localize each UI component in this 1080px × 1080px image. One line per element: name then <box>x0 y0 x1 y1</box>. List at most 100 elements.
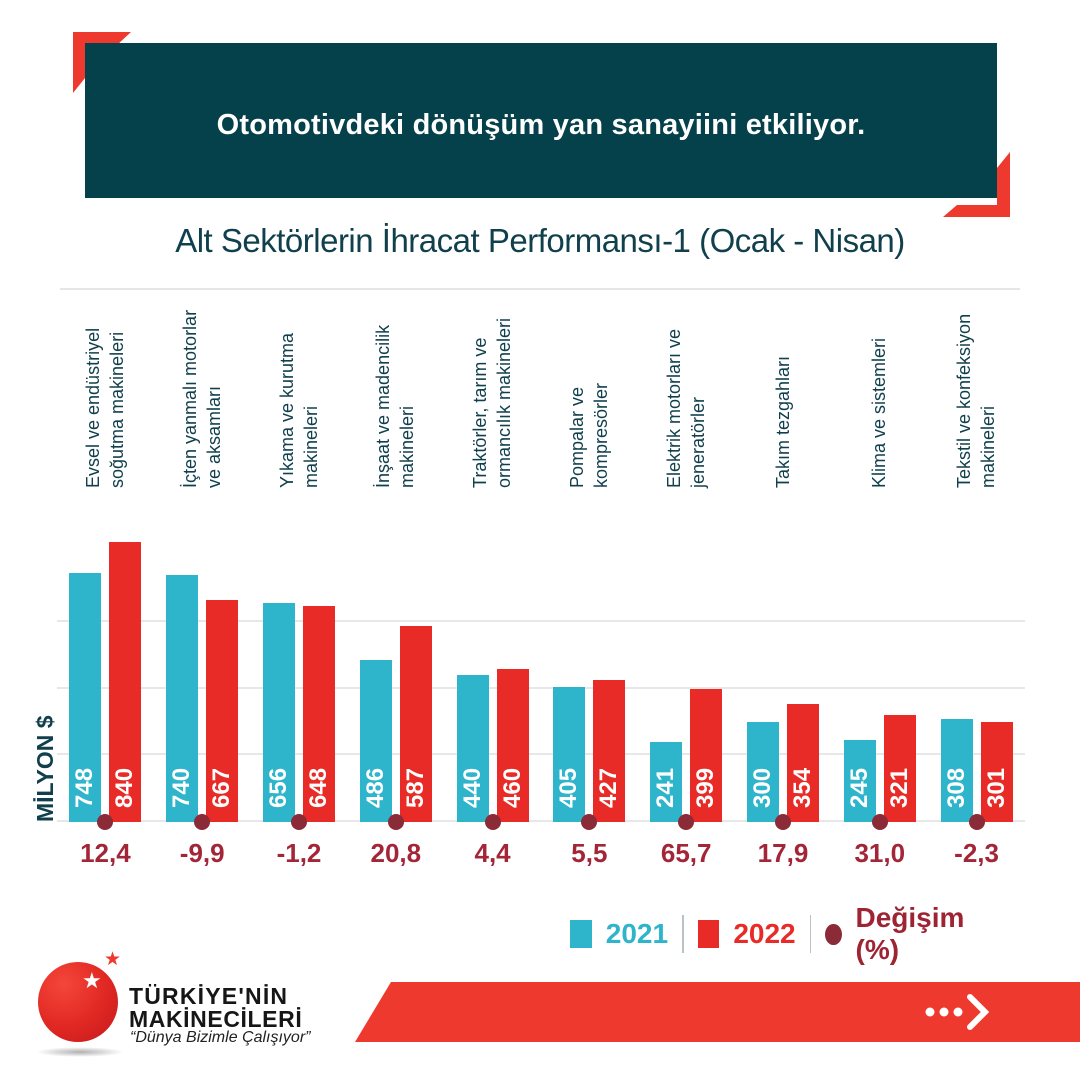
bar-value-label: 740 <box>168 767 196 808</box>
bar-2022: 648 <box>302 606 335 822</box>
legend-label-2021: 2021 <box>605 918 669 949</box>
bar-value-label: 656 <box>264 767 292 808</box>
bar-value-label: 300 <box>748 767 776 808</box>
bar-value-label: 460 <box>498 767 526 808</box>
bar-value-label: 241 <box>652 767 680 808</box>
category-label: Elektrik motorları ve jeneratörler <box>663 328 708 488</box>
change-value: 65,7 <box>660 838 712 868</box>
change-value: -1,2 <box>276 838 322 868</box>
legend-swatch-2021 <box>570 920 592 948</box>
category-label: Tekstil ve konfeksiyon makineleri <box>954 313 999 488</box>
bar-value-label: 587 <box>401 767 429 808</box>
category-label-cell: Evsel ve endüstriyel soğutma makineleri <box>57 296 154 488</box>
bar-value-label: 321 <box>885 767 913 808</box>
bar-group: 486 587 <box>347 539 444 830</box>
change-value: 31,0 <box>854 838 906 868</box>
bar-2022: 587 <box>399 626 432 822</box>
brand-logo <box>38 962 118 1042</box>
bar-2021: 245 <box>843 740 876 822</box>
brand-tagline: “Dünya Bizimle Çalışıyor” <box>130 1029 311 1046</box>
footer-arrow-banner[interactable] <box>355 982 1080 1042</box>
change-dot-icon <box>581 814 598 830</box>
category-label: Traktörler, tarım ve ormancılık makinele… <box>470 317 515 488</box>
brand-name-line2: MAKİNECİLERİ <box>129 1006 303 1032</box>
bar-value-label: 486 <box>361 767 389 808</box>
bar-2021: 405 <box>553 687 586 822</box>
bar-2022: 427 <box>593 679 626 822</box>
change-dot-icon <box>194 814 211 830</box>
category-label-cell: İçten yanmalı motorlar ve aksamları <box>154 296 251 488</box>
category-label: İçten yanmalı motorlar ve aksamları <box>179 309 224 488</box>
gridline <box>57 620 1025 622</box>
bar-group: 740 667 <box>154 539 251 830</box>
change-value: -9,9 <box>179 838 225 868</box>
category-label: Takım tezgahları <box>772 355 793 488</box>
bar-chart-plot: 748 840 740 667 656 648 486 587 440 460 405 427 241 3… <box>57 539 1025 830</box>
change-dot-icon <box>484 814 501 830</box>
legend-divider <box>682 915 684 953</box>
bar-group: 440 460 <box>444 539 541 830</box>
change-value: 5,5 <box>571 838 608 868</box>
category-label: Yıkama ve kurutma makineleri <box>276 332 321 488</box>
bar-groups: 748 840 740 667 656 648 486 587 440 460 405 427 241 3… <box>57 539 1025 830</box>
bar-value-label: 301 <box>982 767 1010 808</box>
category-label-cell: Klima ve sistemleri <box>831 296 928 488</box>
bar-group: 405 427 <box>541 539 638 830</box>
bar-group: 300 354 <box>735 539 832 830</box>
change-dot-icon <box>97 814 114 830</box>
change-value: 4,4 <box>474 838 511 868</box>
category-label: İnşaat ve madencilik makineleri <box>373 324 418 488</box>
change-dot-icon <box>871 814 888 830</box>
bar-value-label: 748 <box>71 767 99 808</box>
more-arrow-icon[interactable] <box>922 994 994 1030</box>
bar-2022: 460 <box>496 668 529 822</box>
bar-2022: 321 <box>883 715 916 822</box>
legend-divider <box>809 915 812 953</box>
brand-name-line1: TÜRKİYE'NİN <box>129 983 289 1009</box>
bar-2022: 667 <box>206 599 239 822</box>
category-label-cell: Pompalar ve kompresörler <box>541 296 638 488</box>
category-label-cell: Tekstil ve konfeksiyon makineleri <box>928 296 1025 488</box>
bar-2022: 354 <box>786 704 819 822</box>
star-icon: ★ <box>82 968 102 993</box>
logo-shadow <box>36 1047 124 1057</box>
category-label-cell: Elektrik motorları ve jeneratörler <box>638 296 735 488</box>
legend-swatch-change <box>825 923 842 945</box>
change-percent-row: 12,4 -9,9 -1,2 20,8 4,4 5,5 65,7 17,9 31,0 -2,3 <box>57 838 1025 874</box>
category-label: Evsel ve endüstriyel soğutma makineleri <box>83 327 127 488</box>
gridline <box>57 686 1025 689</box>
category-label-cell: Traktörler, tarım ve ormancılık makinele… <box>444 296 541 488</box>
bar-2021: 740 <box>166 575 199 822</box>
star-icon: ★ <box>104 949 122 970</box>
bar-value-label: 840 <box>111 767 139 808</box>
bar-group: 241 399 <box>638 539 735 830</box>
change-dot-icon <box>387 814 404 830</box>
change-value: 17,9 <box>757 838 809 868</box>
bar-2021: 486 <box>359 660 392 822</box>
bar-2022: 840 <box>109 542 142 822</box>
category-label-cell: İnşaat ve madencilik makineleri <box>347 296 444 488</box>
bar-group: 245 321 <box>831 539 928 830</box>
gridline <box>57 753 1025 756</box>
separator-line <box>60 288 1020 290</box>
bar-2021: 656 <box>262 603 295 822</box>
change-value: 20,8 <box>370 838 422 868</box>
legend-label-2022: 2022 <box>733 918 796 949</box>
y-axis-label: MİLYON $ <box>31 715 58 822</box>
category-label: Klima ve sistemleri <box>869 337 890 488</box>
bar-2021: 241 <box>650 741 683 822</box>
bar-2021: 440 <box>456 675 489 822</box>
bar-value-label: 667 <box>208 767 236 808</box>
page-title: Otomotivdeki dönüşüm yan sanayiini etkil… <box>216 109 866 141</box>
bar-value-label: 405 <box>555 767 583 808</box>
category-label-cell: Takım tezgahları <box>735 296 832 488</box>
bar-value-label: 308 <box>942 767 970 808</box>
legend-label-change: Değişim (%) <box>855 902 965 965</box>
bar-value-label: 399 <box>692 767 720 808</box>
category-labels-row: Evsel ve endüstriyel soğutma makineleri İ… <box>57 296 1025 488</box>
bar-value-label: 354 <box>788 767 816 808</box>
change-dot-icon <box>290 814 307 830</box>
change-value: -2,3 <box>954 838 999 868</box>
bar-value-label: 245 <box>845 767 873 808</box>
